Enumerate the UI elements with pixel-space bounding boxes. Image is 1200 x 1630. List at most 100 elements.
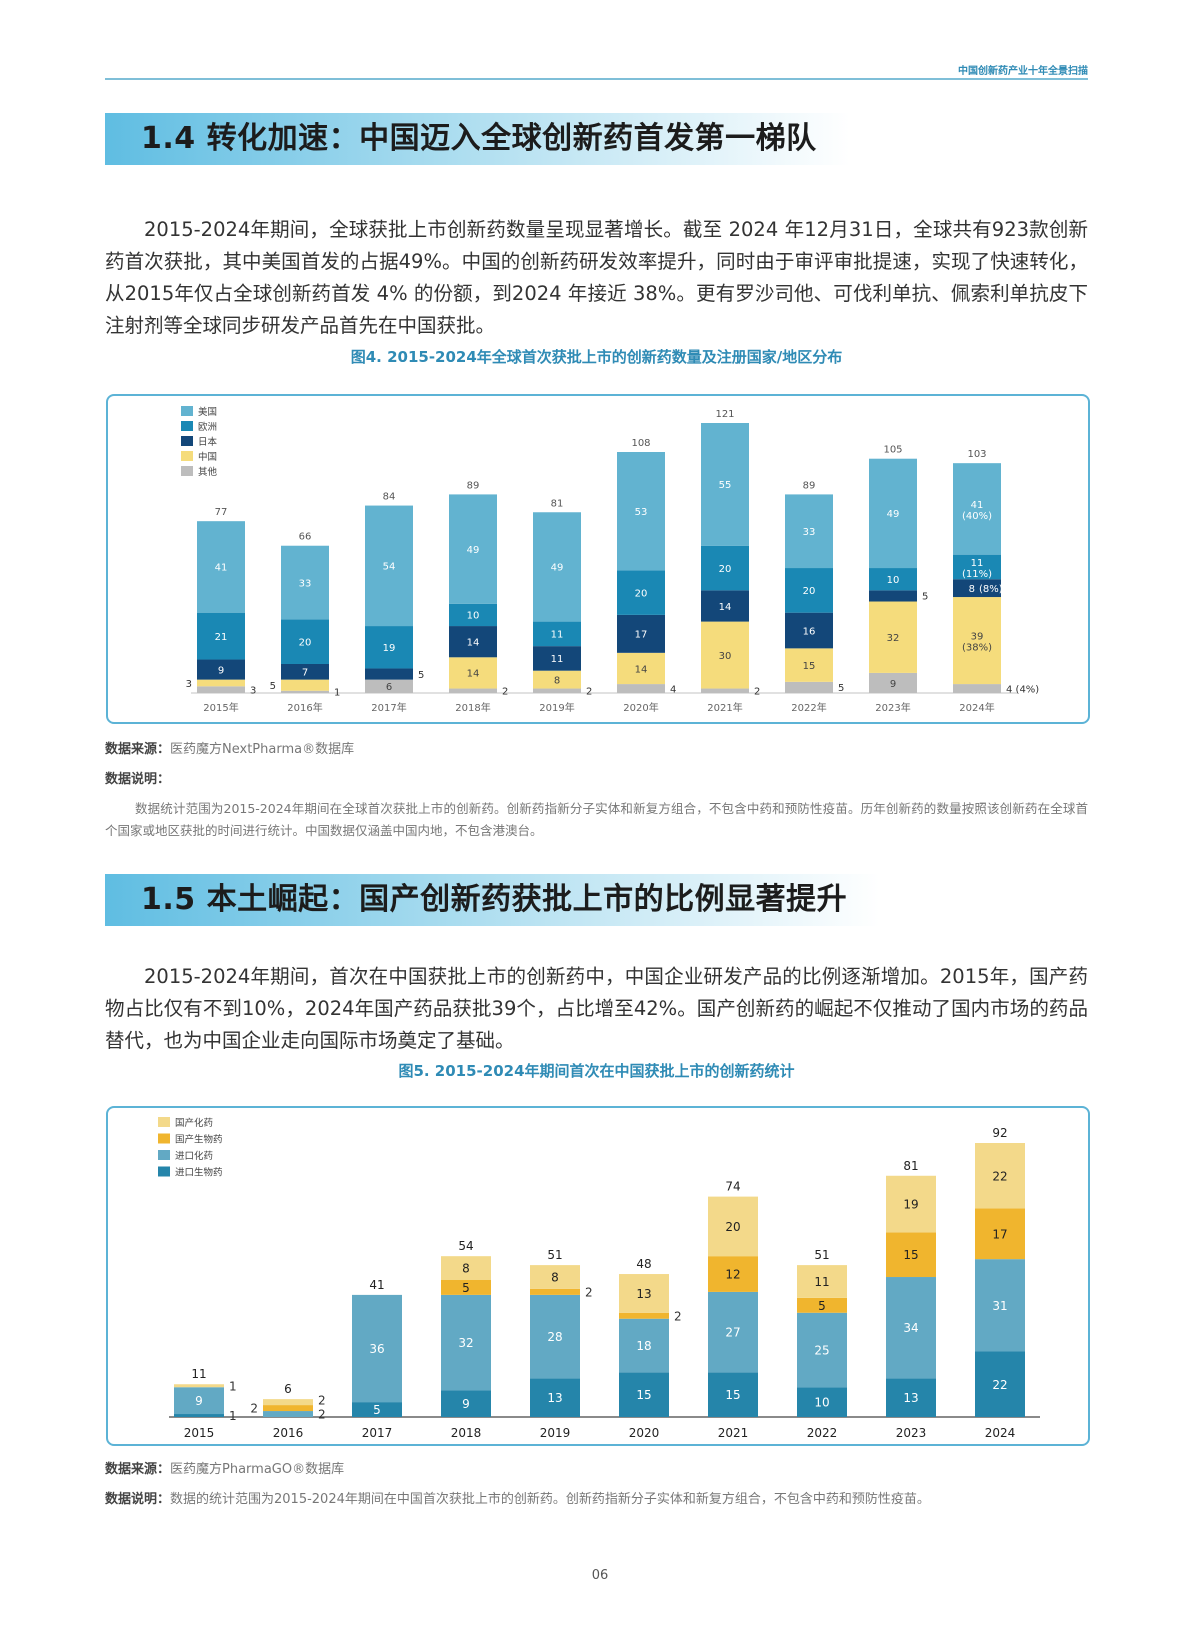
bar-segment xyxy=(975,1259,1025,1352)
legend-swatch xyxy=(158,1166,170,1177)
bar-segment xyxy=(441,1390,491,1417)
bar-value-label: 15 xyxy=(903,1248,918,1262)
bar-segment xyxy=(281,663,329,680)
x-tick-label: 2017 xyxy=(362,1426,393,1440)
note-label: 数据说明： xyxy=(105,1492,171,1507)
bar-total-label: 51 xyxy=(547,1248,562,1262)
bar-value-label: 39 xyxy=(971,632,984,643)
bar-value-label: 36 xyxy=(369,1342,384,1356)
bar-segment xyxy=(365,668,413,680)
bar-value-label: 30 xyxy=(719,651,732,662)
bar-segment xyxy=(449,688,497,693)
bar-segment xyxy=(701,423,749,546)
bar-segment xyxy=(281,690,329,693)
x-tick-label: 2016 xyxy=(273,1426,304,1440)
bar-total-label: 84 xyxy=(383,492,396,503)
legend-label: 日本 xyxy=(198,436,218,448)
x-tick-label: 2015 xyxy=(184,1426,215,1440)
bar-segment xyxy=(441,1256,491,1280)
bar-value-label: 28 xyxy=(547,1330,562,1344)
bar-segment xyxy=(886,1277,936,1379)
bar-segment xyxy=(174,1414,224,1417)
bar-value-label: 15 xyxy=(803,661,816,672)
bar-value-label: 16 xyxy=(803,626,816,637)
bar-value-label: 11 xyxy=(814,1275,829,1289)
bar-value-label: 8 xyxy=(462,1262,470,1276)
bar-value-label: 33 xyxy=(299,578,312,589)
running-head: 中国创新药产业十年全景扫描 xyxy=(958,66,1088,77)
bar-percent-label: (38%) xyxy=(962,643,992,654)
bar-value-label: 15 xyxy=(636,1388,651,1402)
bar-value-label: 2 xyxy=(318,1394,326,1408)
legend-swatch xyxy=(181,466,193,476)
bar-total-label: 121 xyxy=(715,409,734,420)
bar-segment xyxy=(869,458,917,569)
bar-segment xyxy=(449,657,497,689)
legend-swatch xyxy=(158,1133,170,1144)
bar-value-label: 5 xyxy=(818,1299,826,1313)
bar-total-label: 103 xyxy=(967,449,986,460)
bar-segment xyxy=(953,554,1001,580)
bar-value-label: 1 xyxy=(229,1379,237,1393)
legend-label: 进口生物药 xyxy=(175,1167,223,1179)
bar-value-label: 9 xyxy=(890,679,896,690)
note-text: 数据的统计范围为2015-2024年期间在中国首次获批上市的创新药。创新药指新分… xyxy=(170,1492,930,1507)
header-divider xyxy=(105,78,1088,80)
bar-value-label: 19 xyxy=(383,643,396,654)
x-tick-label: 2017年 xyxy=(371,701,406,714)
bar-segment xyxy=(533,621,581,647)
bar-segment xyxy=(708,1291,758,1373)
bar-total-label: 89 xyxy=(803,480,816,491)
x-tick-label: 2022 xyxy=(807,1426,838,1440)
bar-value-label: 5 xyxy=(922,592,928,603)
bar-value-label: 32 xyxy=(887,633,900,644)
figure-caption: 图4. 2015-2024年全球首次获批上市的创新药数量及注册国家/地区分布 xyxy=(350,348,843,366)
x-tick-label: 2020 xyxy=(629,1426,660,1440)
bar-value-label: 2 xyxy=(585,1285,593,1299)
x-tick-label: 2018 xyxy=(451,1426,482,1440)
page-number: 06 xyxy=(591,1568,609,1583)
bar-segment xyxy=(617,614,665,653)
bar-value-label: 9 xyxy=(218,665,224,676)
bar-value-label: 22 xyxy=(992,1378,1007,1392)
bar-value-label: 15 xyxy=(725,1388,740,1402)
bar-value-label: 33 xyxy=(803,527,816,538)
bar-segment xyxy=(619,1274,669,1313)
section-title-band: 1.4 转化加速：中国迈入全球创新药首发第一梯队 xyxy=(105,113,850,165)
bar-value-label: 53 xyxy=(635,507,648,518)
legend-swatch xyxy=(181,451,193,461)
bar-value-label: 6 xyxy=(386,682,392,693)
bar-segment xyxy=(619,1312,669,1319)
bar-segment xyxy=(197,612,245,660)
section-title: 1.4 转化加速：中国迈入全球创新药首发第一梯队 xyxy=(141,121,817,156)
bar-segment xyxy=(441,1280,491,1295)
bar-percent-label: (8%) xyxy=(979,584,1003,595)
bar-segment xyxy=(708,1196,758,1257)
bar-segment xyxy=(617,570,665,615)
bar-segment xyxy=(785,648,833,682)
bar-segment xyxy=(708,1372,758,1417)
bar-value-label: 21 xyxy=(215,632,228,643)
bar-segment xyxy=(869,590,917,602)
data-source: 数据来源：医药魔方PharmaGO®数据库 xyxy=(105,1462,1088,1478)
bar-value-label: 14 xyxy=(467,669,480,680)
bar-value-label: 32 xyxy=(458,1336,473,1350)
bar-segment xyxy=(174,1387,224,1415)
bar-value-label: 20 xyxy=(803,586,816,597)
bar-segment xyxy=(886,1175,936,1233)
bar-segment xyxy=(365,505,413,627)
data-source: 数据来源：医药魔方NextPharma®数据库 xyxy=(105,742,1088,758)
bar-segment xyxy=(797,1312,847,1388)
bar-value-label: 12 xyxy=(725,1268,740,1282)
bar-total-label: 54 xyxy=(458,1239,473,1253)
bar-value-label: 49 xyxy=(887,509,900,520)
x-tick-label: 2021 xyxy=(718,1426,749,1440)
bar-segment xyxy=(886,1378,936,1417)
bar-segment xyxy=(281,619,329,664)
bar-total-label: 41 xyxy=(369,1278,384,1292)
bar-segment xyxy=(617,452,665,571)
bar-value-label: 20 xyxy=(635,588,648,599)
bar-value-label: 2 xyxy=(586,687,592,698)
bar-value-label: 1 xyxy=(229,1409,237,1423)
bar-total-label: 81 xyxy=(551,498,564,509)
